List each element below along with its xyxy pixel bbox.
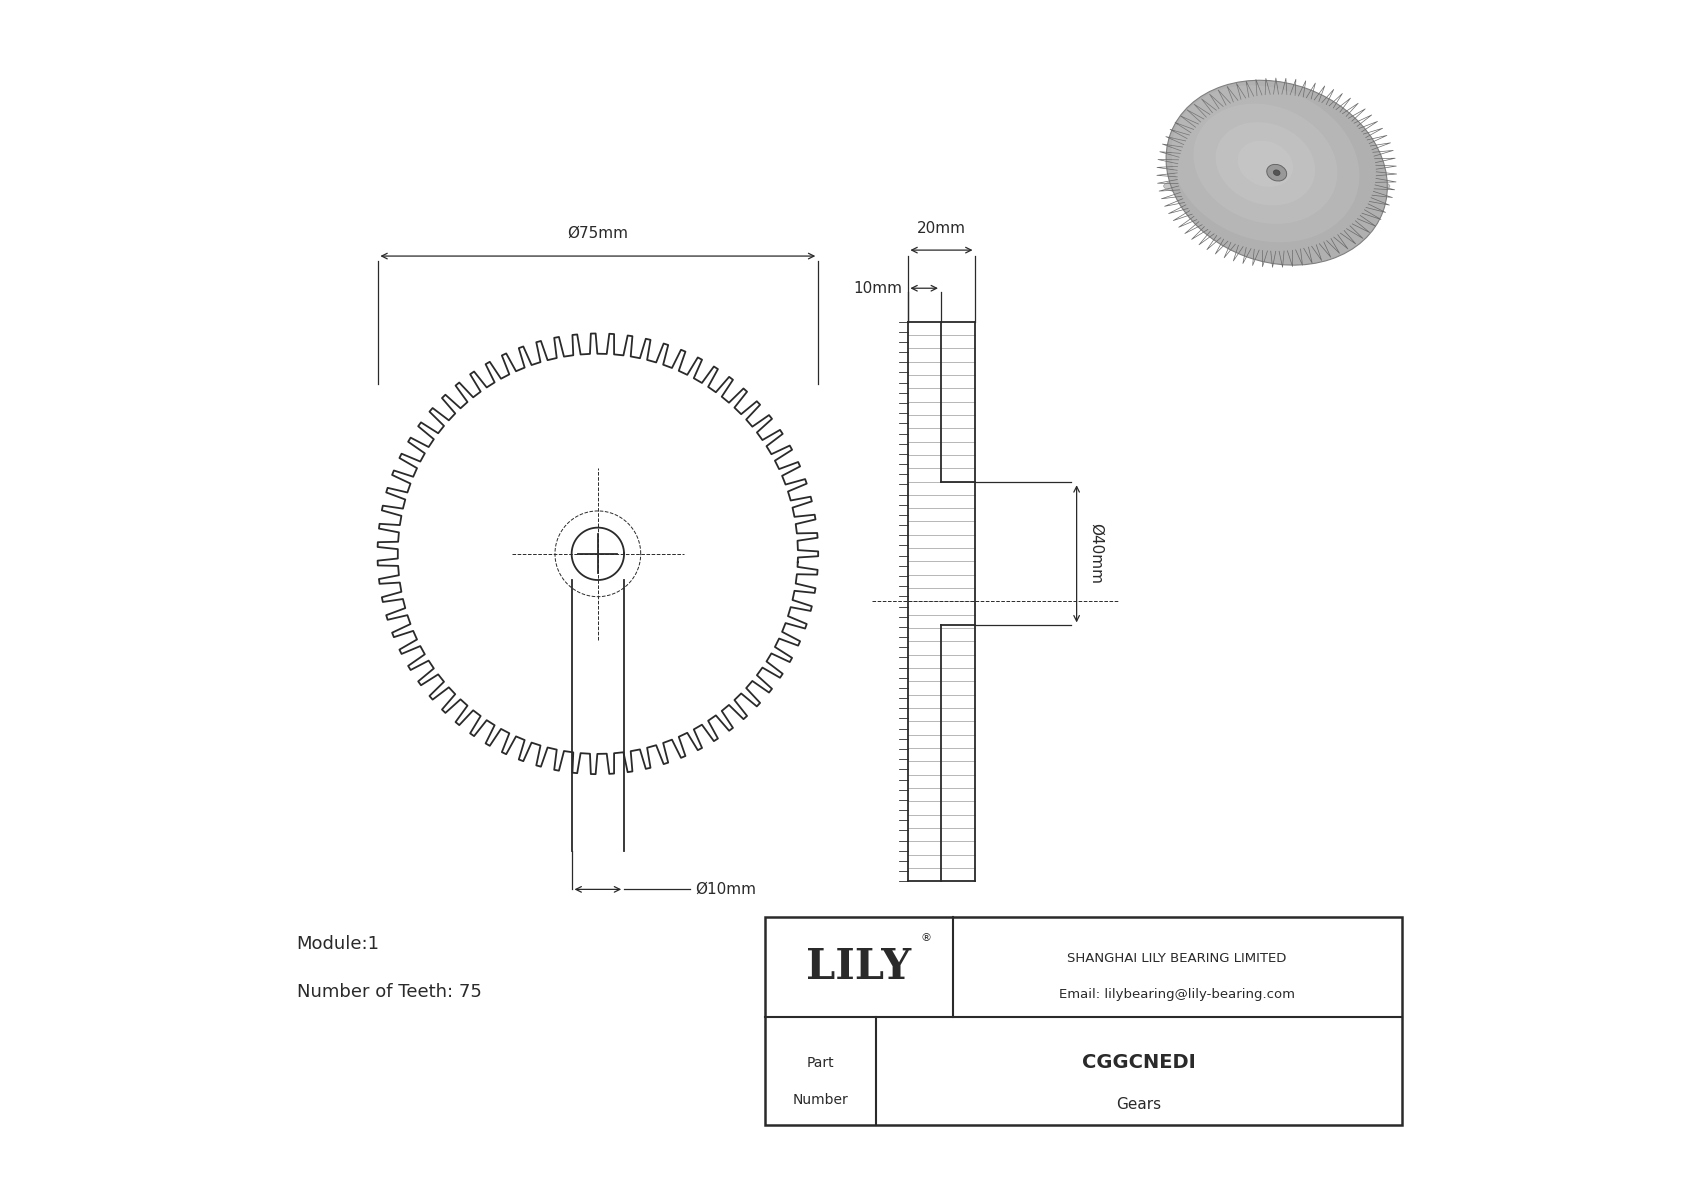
Text: Ø75mm: Ø75mm xyxy=(568,225,628,241)
Ellipse shape xyxy=(1216,123,1315,205)
Text: Email: lilybearing@lily-bearing.com: Email: lilybearing@lily-bearing.com xyxy=(1059,987,1295,1000)
Text: Module:1: Module:1 xyxy=(296,935,379,953)
Text: Gears: Gears xyxy=(1116,1097,1162,1112)
Ellipse shape xyxy=(1172,86,1359,242)
Text: 20mm: 20mm xyxy=(918,220,967,236)
Ellipse shape xyxy=(1266,164,1287,181)
Text: 10mm: 10mm xyxy=(854,281,903,295)
Ellipse shape xyxy=(1165,80,1388,266)
Text: Ø40mm: Ø40mm xyxy=(1088,523,1103,585)
Text: CGGCNEDI: CGGCNEDI xyxy=(1083,1054,1196,1072)
Ellipse shape xyxy=(1194,104,1337,224)
Text: LILY: LILY xyxy=(807,946,911,989)
Ellipse shape xyxy=(1273,170,1280,175)
Text: SHANGHAI LILY BEARING LIMITED: SHANGHAI LILY BEARING LIMITED xyxy=(1068,953,1287,965)
Text: Part: Part xyxy=(807,1056,834,1070)
Text: Ø10mm: Ø10mm xyxy=(695,881,756,897)
Ellipse shape xyxy=(1238,141,1293,187)
Text: Number of Teeth: 75: Number of Teeth: 75 xyxy=(296,983,482,1000)
Ellipse shape xyxy=(1164,173,1389,199)
Bar xyxy=(765,917,1401,1125)
Text: ®: ® xyxy=(921,933,931,943)
Text: Number: Number xyxy=(793,1093,849,1108)
